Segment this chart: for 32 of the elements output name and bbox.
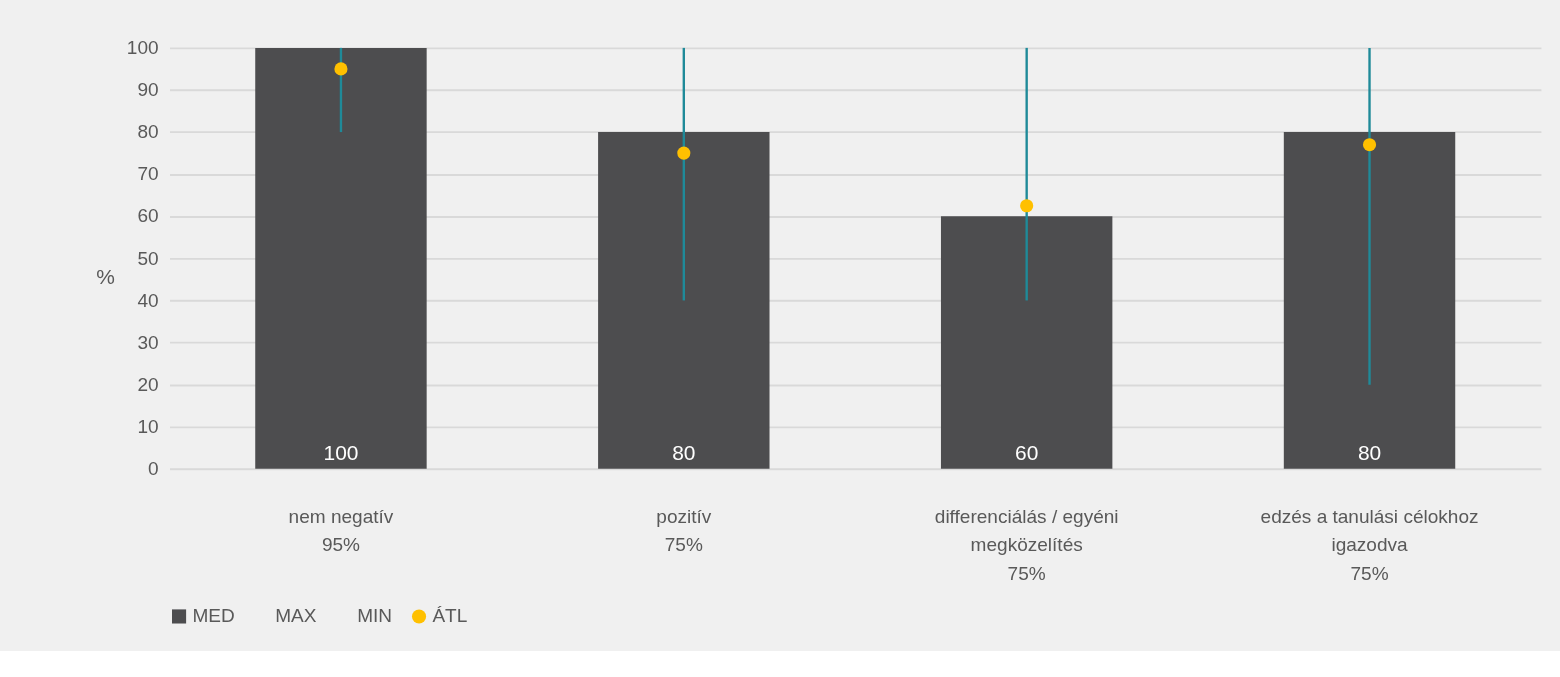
point — [1020, 199, 1034, 213]
point — [677, 146, 691, 160]
y-tick-label: 90 — [137, 79, 159, 101]
y-axis-title: % — [96, 264, 115, 288]
bar — [255, 47, 427, 469]
point — [1362, 138, 1377, 152]
bar — [1283, 132, 1456, 469]
point — [334, 62, 348, 76]
x-tick-label: nem negatív 95% — [288, 505, 394, 556]
y-tick-label: 60 — [137, 205, 159, 227]
y-tick-label: 50 — [137, 247, 159, 269]
y-tick-label: 30 — [137, 331, 159, 353]
y-tick-label: 0 — [147, 458, 159, 480]
data-label: 100 — [323, 441, 359, 465]
y-tick-label: 70 — [137, 163, 159, 185]
y-tick-label: 40 — [137, 289, 159, 311]
x-tick-label: differenciálás / egyéni megközelítés 75% — [934, 505, 1119, 584]
data-label: 80 — [672, 441, 696, 465]
x-tick-label: edzés a tanulási célokhoz igazodva 75% — [1260, 505, 1479, 584]
legend-label: MED — [192, 605, 235, 627]
data-label: 80 — [1357, 441, 1382, 465]
bar — [940, 216, 1113, 469]
data-label: 60 — [1015, 441, 1039, 465]
y-tick-label: 20 — [137, 373, 159, 395]
y-tick-label: 10 — [137, 415, 159, 437]
text: MAX — [275, 605, 317, 627]
y-tick-label: 80 — [137, 121, 159, 143]
text: MIN — [357, 605, 393, 627]
bar — [598, 132, 770, 469]
x-tick-label: pozitív 75% — [656, 505, 712, 556]
y-tick-label: 100 — [126, 37, 159, 59]
legend-label: ÁTL — [432, 605, 468, 627]
